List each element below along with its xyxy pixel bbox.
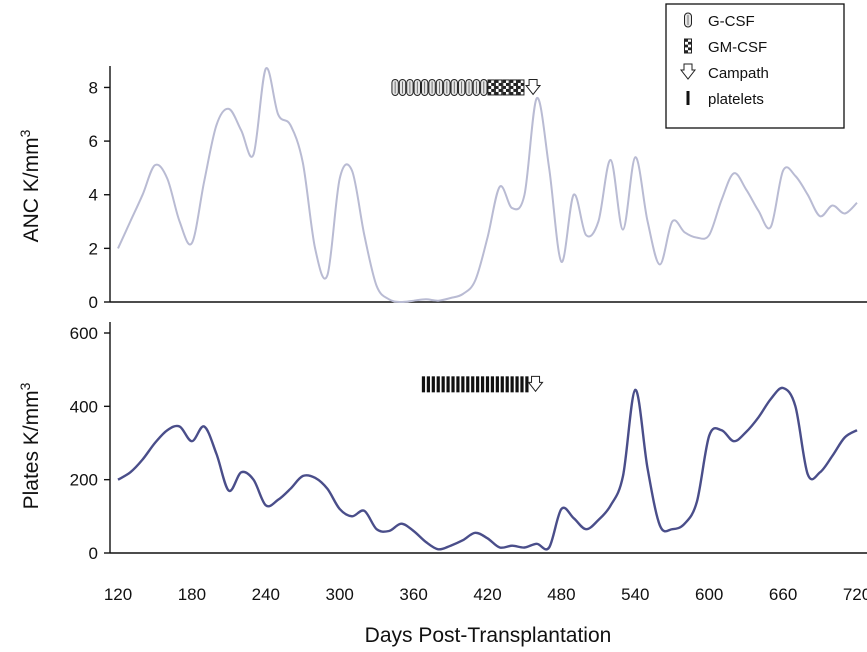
gmcsf-marker-check <box>505 82 510 86</box>
legend-box <box>665 3 845 129</box>
gmcsf-marker-check <box>520 82 524 86</box>
gmcsf-marker-check <box>487 79 492 83</box>
gmcsf-marker-check <box>510 79 514 83</box>
y-axis-title: ANC K/mm3 <box>17 129 43 242</box>
gmcsf-marker-check <box>505 88 510 92</box>
platelet-transfusion-marker <box>510 376 514 393</box>
y-tick-label: 6 <box>89 132 98 151</box>
gmcsf-marker-check <box>510 91 514 95</box>
platelet-panel: 0 200 400 600 120 180 240 300 360 420 480 540 600 660… <box>17 322 867 647</box>
x-tick-label: 420 <box>473 585 501 604</box>
platelet-transfusion-marker <box>515 376 519 393</box>
y-tick-label: 8 <box>89 78 98 97</box>
down-arrow-icon <box>679 63 697 80</box>
y-axis-title: Plates K/mm3 <box>17 382 43 509</box>
x-tick-label: 720 <box>843 585 867 604</box>
platelet-transfusion-marker <box>495 376 499 393</box>
legend-label: GM-CSF <box>708 39 767 56</box>
anc-panel: 0 2 4 6 8 ANC K/mm3 <box>17 66 867 312</box>
gmcsf-marker-check <box>510 85 514 89</box>
gmcsf-marker-check <box>517 79 521 83</box>
gmcsf-marker-check <box>487 91 492 95</box>
y-tick-label: 2 <box>89 239 98 258</box>
platelet-transfusion-marker <box>520 376 524 393</box>
platelet-transfusion-marker <box>436 376 440 393</box>
x-tick-label: 360 <box>399 585 427 604</box>
y-tick-label: 600 <box>70 324 98 343</box>
y-tick-label: 0 <box>89 293 98 312</box>
platelet-transfusion-marker <box>490 376 495 393</box>
y-tick-label: 400 <box>70 397 98 416</box>
gmcsf-marker-check <box>487 85 492 89</box>
platelet-transfusion-marker <box>485 376 490 393</box>
platelet-transfusion-marker <box>441 376 445 393</box>
gmcsf-marker-check <box>513 88 517 92</box>
platelet-transfusion-marker <box>461 376 465 393</box>
platelet-transfusion-marker <box>500 376 504 393</box>
x-tick-label: 660 <box>769 585 797 604</box>
campath-marker <box>525 78 542 96</box>
legend: G-CSF GM-CSF Campath platelets <box>665 3 845 129</box>
platelet-transfusion-marker <box>525 376 529 393</box>
x-axis-title: Days Post-Transplantation <box>365 624 612 647</box>
gmcsf-marker-check <box>502 85 506 89</box>
platelet-transfusion-marker <box>426 376 430 393</box>
platelet-transfusion-marker <box>476 376 480 393</box>
y-tick-label: 200 <box>70 471 98 490</box>
checkered-icon <box>684 38 692 54</box>
platelet-transfusion-marker <box>480 376 485 393</box>
legend-label: Campath <box>708 65 769 82</box>
campath-marker <box>527 375 544 393</box>
gmcsf-marker-check <box>517 85 521 89</box>
oval-hatched-icon <box>684 12 692 28</box>
gmcsf-marker-check <box>498 88 502 92</box>
platelet-transfusion-marker <box>451 376 455 393</box>
y-tick-label: 4 <box>89 186 98 205</box>
gmcsf-marker-check <box>498 82 502 86</box>
gmcsf-marker-check <box>520 88 524 92</box>
y-tick-label: 0 <box>89 544 98 563</box>
x-tick-label: 180 <box>178 585 206 604</box>
platelet-transfusion-marker <box>421 376 426 393</box>
x-tick-label: 120 <box>104 585 132 604</box>
platelet-transfusion-marker <box>471 376 475 393</box>
x-tick-label: 540 <box>621 585 649 604</box>
x-tick-label: 600 <box>695 585 723 604</box>
legend-label: platelets <box>708 91 764 108</box>
gmcsf-marker-check <box>513 82 517 86</box>
gmcsf-marker-check <box>491 88 495 92</box>
platelet-transfusion-marker <box>446 376 450 393</box>
gmcsf-marker-check <box>517 91 521 95</box>
platelet-transfusion-marker <box>456 376 460 393</box>
gmcsf-marker-check <box>495 91 499 95</box>
x-tick-label: 480 <box>547 585 575 604</box>
bar-icon <box>686 91 690 105</box>
platelet-transfusion-marker <box>431 376 435 393</box>
legend-label: G-CSF <box>708 13 755 30</box>
gmcsf-marker-check <box>502 79 506 83</box>
platelet-transfusion-marker <box>466 376 470 393</box>
anc-line <box>117 67 858 304</box>
gmcsf-marker-check <box>502 91 506 95</box>
gmcsf-marker-check <box>495 85 499 89</box>
x-tick-label: 240 <box>252 585 280 604</box>
x-tick-label: 300 <box>326 585 354 604</box>
gmcsf-marker-check <box>491 82 495 86</box>
platelet-line <box>117 386 858 551</box>
platelet-transfusion-marker <box>505 376 509 393</box>
gmcsf-marker-check <box>495 79 499 83</box>
